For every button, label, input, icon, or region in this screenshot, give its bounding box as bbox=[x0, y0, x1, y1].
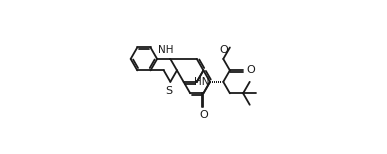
Text: O: O bbox=[246, 65, 255, 75]
Text: S: S bbox=[165, 86, 172, 96]
Text: NH: NH bbox=[158, 45, 173, 55]
Text: O: O bbox=[219, 45, 228, 55]
Text: HN: HN bbox=[194, 77, 209, 87]
Text: O: O bbox=[199, 110, 208, 120]
